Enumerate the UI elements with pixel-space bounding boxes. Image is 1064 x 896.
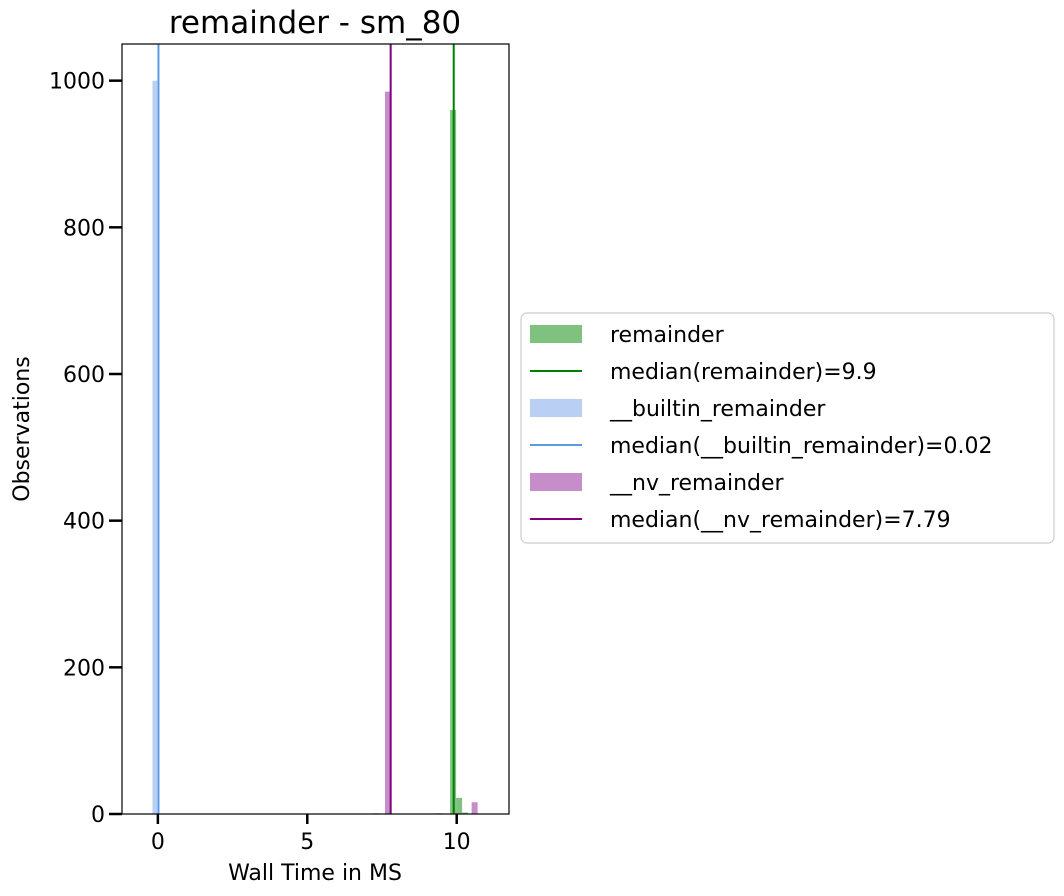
y-tick-label: 1000: [49, 70, 105, 95]
legend-swatch: [530, 325, 582, 343]
x-axis-label: Wall Time in MS: [228, 861, 402, 886]
legend-label: __builtin_remainder: [609, 397, 826, 422]
x-tick-label: 5: [300, 830, 314, 855]
legend-label: median(__builtin_remainder)=0.02: [610, 434, 992, 459]
chart-title: remainder - sm_80: [169, 5, 461, 41]
bar-nv-remainder-1: [384, 91, 391, 814]
y-tick-label: 800: [63, 216, 105, 241]
y-tick-label: 200: [63, 656, 105, 681]
legend-label: median(__nv_remainder)=7.79: [610, 508, 951, 533]
bar-remainder-2: [462, 812, 469, 814]
x-tick-label: 10: [443, 830, 471, 855]
legend-label: remainder: [610, 323, 725, 348]
bar-remainder-1: [456, 797, 463, 814]
legend-frame: [520, 312, 1055, 544]
bar-builtin-remainder-0: [152, 80, 158, 814]
bar-nv-remainder-3: [471, 802, 478, 814]
legend-label: __nv_remainder: [609, 471, 785, 496]
y-tick-label: 0: [91, 803, 105, 828]
y-tick-label: 600: [63, 363, 105, 388]
plot-frame: [121, 43, 510, 815]
legend-swatch: [530, 399, 582, 417]
y-tick-label: 400: [63, 510, 105, 535]
y-axis-label: Observations: [10, 356, 35, 501]
plot-area: [152, 44, 478, 814]
x-tick-label: 0: [151, 830, 165, 855]
legend-swatch: [530, 473, 582, 491]
legend: remainder median(remainder)=9.9 __builtin_…: [520, 312, 1055, 544]
x-axis: 0 5 10: [151, 814, 471, 855]
y-axis: 0 200 400 600 800 1000: [49, 70, 122, 828]
legend-label: median(remainder)=9.9: [610, 360, 877, 385]
